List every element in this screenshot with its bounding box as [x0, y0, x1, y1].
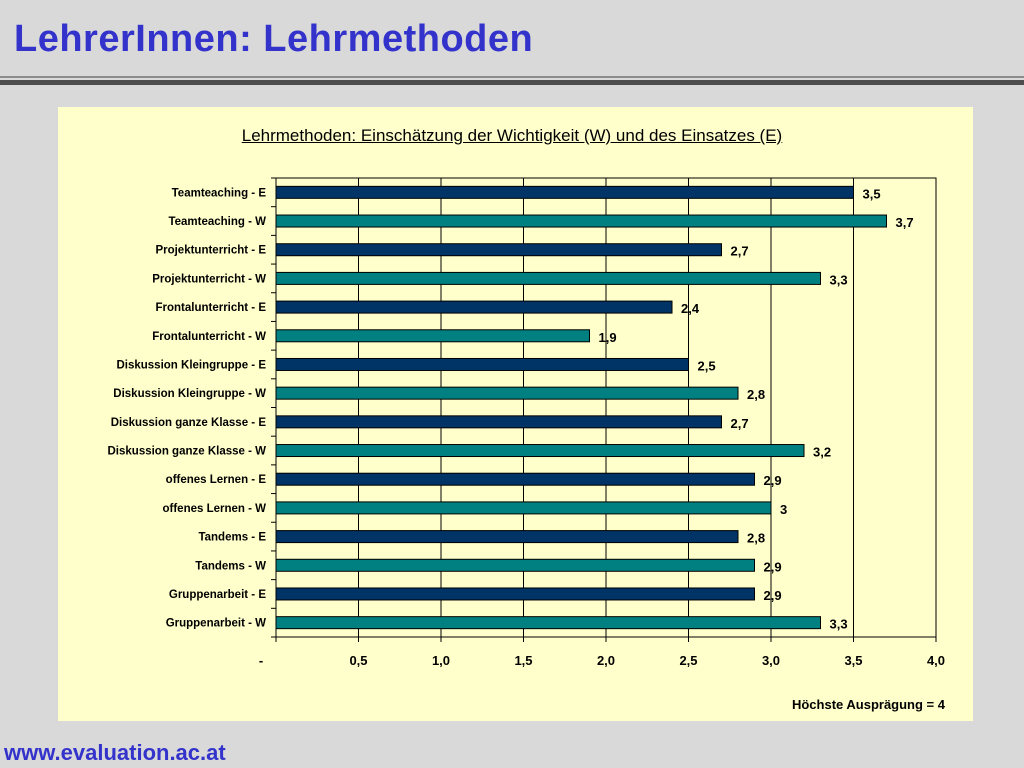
x-tick-label: 0,5	[349, 653, 367, 668]
x-tick-label: 3,5	[844, 653, 862, 668]
category-label: Gruppenarbeit - W	[166, 618, 266, 630]
chart-note: Höchste Ausprägung = 4	[791, 697, 945, 712]
x-tick-label: 1,5	[514, 653, 532, 668]
slide-title: LehrerInnen: Lehrmethoden	[14, 18, 534, 60]
bar	[275, 415, 722, 429]
bar	[275, 214, 887, 228]
category-label: offenes Lernen - W	[162, 503, 266, 515]
category-label: Teamteaching - W	[168, 216, 266, 228]
chart-title: Lehrmethoden: Einschätzung der Wichtigke…	[241, 126, 783, 145]
x-tick-label: 4,0	[927, 653, 945, 668]
data-label: 3	[780, 502, 787, 517]
category-label: Tandems - W	[195, 560, 266, 572]
data-label: 2,8	[747, 387, 765, 402]
data-label: 3,3	[830, 272, 848, 287]
data-label: 3,3	[830, 617, 848, 632]
bar	[275, 271, 821, 285]
data-label: 1,9	[599, 330, 617, 345]
title-divider	[0, 76, 1024, 78]
data-label: 3,2	[813, 445, 831, 460]
category-label: Frontalunterricht - E	[155, 302, 266, 314]
data-label: 2,9	[764, 559, 782, 574]
data-label: 3,7	[896, 215, 914, 230]
x-tick-label: 1,0	[432, 653, 450, 668]
x-tick-label: 2,0	[597, 653, 615, 668]
data-label: 2,9	[764, 588, 782, 603]
data-label: 2,7	[731, 416, 749, 431]
category-label: Frontalunterricht - W	[152, 331, 266, 343]
bar	[275, 558, 755, 572]
title-divider-thick	[0, 80, 1024, 85]
category-label: Teamteaching - E	[172, 187, 267, 199]
data-label: 2,8	[747, 531, 765, 546]
bar	[275, 587, 755, 601]
bar	[275, 243, 722, 257]
bar	[275, 300, 673, 314]
category-label: Gruppenarbeit - E	[169, 589, 266, 601]
category-label: Diskussion ganze Klasse - E	[111, 417, 267, 429]
category-label: Diskussion ganze Klasse - W	[108, 446, 267, 458]
bar	[275, 386, 739, 400]
category-label: Diskussion Kleingruppe - E	[116, 359, 266, 371]
data-label: 2,9	[764, 473, 782, 488]
category-label: Tandems - E	[198, 532, 266, 544]
bar	[275, 530, 739, 544]
category-label: Diskussion Kleingruppe - W	[113, 388, 266, 400]
bar	[275, 357, 689, 371]
data-label: 2,4	[681, 301, 700, 316]
data-label: 2,7	[731, 244, 749, 259]
x-tick-label: -	[259, 653, 263, 668]
bar	[275, 472, 755, 486]
bar	[275, 616, 821, 630]
bar	[275, 501, 772, 515]
bar	[275, 329, 590, 343]
data-label: 2,5	[698, 358, 716, 373]
bar	[275, 444, 805, 458]
x-tick-label: 3,0	[762, 653, 780, 668]
category-label: offenes Lernen - E	[166, 474, 267, 486]
bar	[275, 185, 854, 199]
x-tick-label: 2,5	[679, 653, 697, 668]
category-label: Projektunterricht - E	[155, 245, 266, 257]
footer-url[interactable]: www.evaluation.ac.at	[4, 740, 226, 765]
data-label: 3,5	[863, 186, 881, 201]
category-label: Projektunterricht - W	[152, 273, 266, 285]
